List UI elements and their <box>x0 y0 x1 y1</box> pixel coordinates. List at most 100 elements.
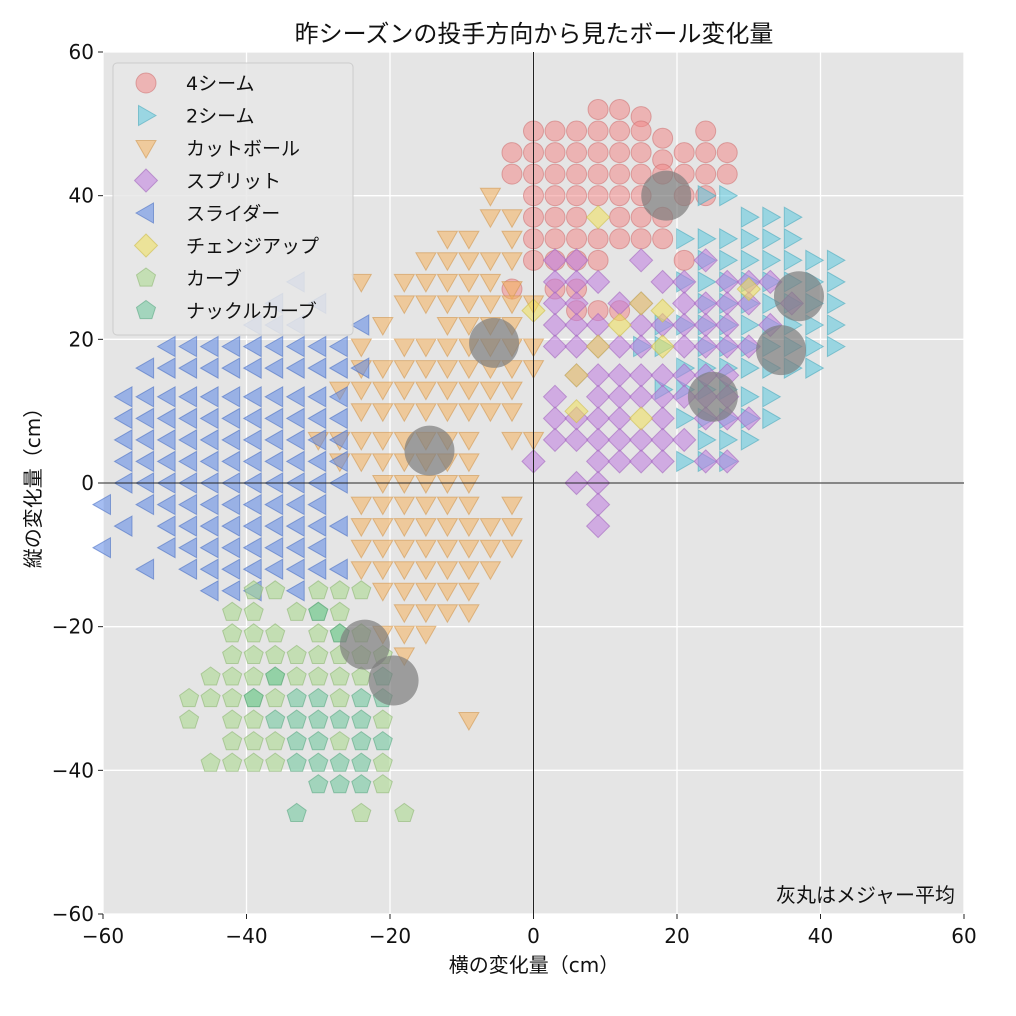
slider-point <box>285 579 305 602</box>
four-seam-point <box>501 163 523 185</box>
curve-point <box>372 774 393 794</box>
curve-point <box>308 580 329 600</box>
average-note: 灰丸はメジャー平均 <box>776 883 955 907</box>
knuckle-curve-point <box>308 730 329 751</box>
four-seam-point <box>609 98 631 120</box>
cutter-point <box>371 496 394 516</box>
slider-point <box>221 407 241 430</box>
cutter-point <box>436 539 459 559</box>
slider-point <box>135 407 155 430</box>
four-seam-point <box>587 228 609 250</box>
cutter-point <box>415 360 437 380</box>
slider-point <box>328 385 348 408</box>
curve-point <box>394 802 415 822</box>
slider-point <box>264 536 284 559</box>
cutter-point <box>371 582 394 602</box>
curve-point <box>222 623 243 643</box>
curve-point <box>286 666 307 686</box>
two-seam-point <box>676 407 696 430</box>
cutter-point <box>501 518 523 538</box>
slider-point <box>307 536 327 559</box>
curve-point <box>286 644 307 664</box>
cutter-point <box>501 539 523 559</box>
split-point <box>628 248 654 273</box>
mlb-average-curve <box>339 619 390 670</box>
curve-point <box>265 687 286 708</box>
slider-point <box>113 515 133 537</box>
slider-point <box>199 357 219 379</box>
slider-point <box>328 558 348 581</box>
cutter-point <box>501 360 523 380</box>
cutter-point <box>501 403 523 423</box>
cutter-point <box>371 431 394 451</box>
knuckle-curve-point <box>286 802 307 822</box>
mlb-average-knuckle-curve <box>368 655 419 706</box>
split-point <box>542 427 568 453</box>
knuckle-curve-point <box>265 666 286 686</box>
cutter-point <box>393 625 416 645</box>
two-seam-point <box>826 292 846 315</box>
curve-point <box>243 752 264 772</box>
legend: 4シーム 2シームカットボールスプリットスライダーチェンジアップカーブナックルカー… <box>112 62 354 336</box>
slider-point <box>221 515 241 537</box>
changeup-point <box>628 406 654 431</box>
cutter-point <box>501 431 523 451</box>
slider-point <box>199 450 219 473</box>
four-seam-point <box>566 206 588 228</box>
legend-item-two-seam: 2シーム <box>138 104 255 128</box>
slider-point <box>221 429 241 451</box>
cutter-point <box>436 403 459 423</box>
curve-point <box>243 730 264 751</box>
cutter-point <box>479 539 502 559</box>
two-seam-point <box>762 206 782 229</box>
slider-point <box>242 515 262 537</box>
four-seam-point <box>566 185 588 207</box>
curve-point <box>200 752 221 772</box>
slider-point <box>135 357 155 379</box>
four-seam-point <box>544 206 566 228</box>
legend-label-slider: スライダー <box>186 203 280 225</box>
cutter-point <box>350 518 373 538</box>
cutter-point <box>436 360 459 380</box>
curve-point <box>222 644 243 664</box>
four-seam-point <box>652 228 674 250</box>
slider-point <box>307 335 327 358</box>
slider-point <box>285 536 305 559</box>
slider-point <box>135 558 155 581</box>
split-point <box>650 449 675 474</box>
curve-point <box>222 709 243 729</box>
two-seam-point <box>740 429 760 451</box>
cutter-point <box>479 252 502 272</box>
cutter-point <box>415 338 437 358</box>
split-point <box>585 513 611 539</box>
cutter-point <box>371 475 394 495</box>
cutter-point <box>458 539 480 559</box>
four-seam-point <box>716 142 738 164</box>
cutter-point <box>350 496 373 516</box>
curve-point <box>329 580 350 600</box>
four-seam-point <box>566 120 588 142</box>
four-seam-point <box>695 163 717 185</box>
cutter-point <box>415 273 437 293</box>
slider-point <box>135 493 155 516</box>
knuckle-curve-point <box>265 709 286 729</box>
slider-point <box>178 493 198 516</box>
curve-point <box>265 580 286 600</box>
cutter-point <box>393 381 416 401</box>
cutter-point <box>350 338 373 358</box>
legend-marker-two-seam <box>138 104 158 127</box>
y-tick-label: 0 <box>81 471 94 495</box>
cutter-point <box>436 604 459 624</box>
curve-point <box>351 580 372 600</box>
four-seam-point <box>566 228 588 250</box>
split-point <box>542 334 568 359</box>
slider-point <box>307 429 327 451</box>
cutter-point <box>436 496 459 516</box>
knuckle-curve-point <box>351 687 372 708</box>
legend-item-split: スプリット <box>133 168 281 193</box>
slider-point <box>264 357 284 379</box>
cutter-point <box>415 604 437 624</box>
cutter-point <box>479 187 502 207</box>
four-seam-point <box>587 249 609 271</box>
slider-point <box>242 429 262 451</box>
